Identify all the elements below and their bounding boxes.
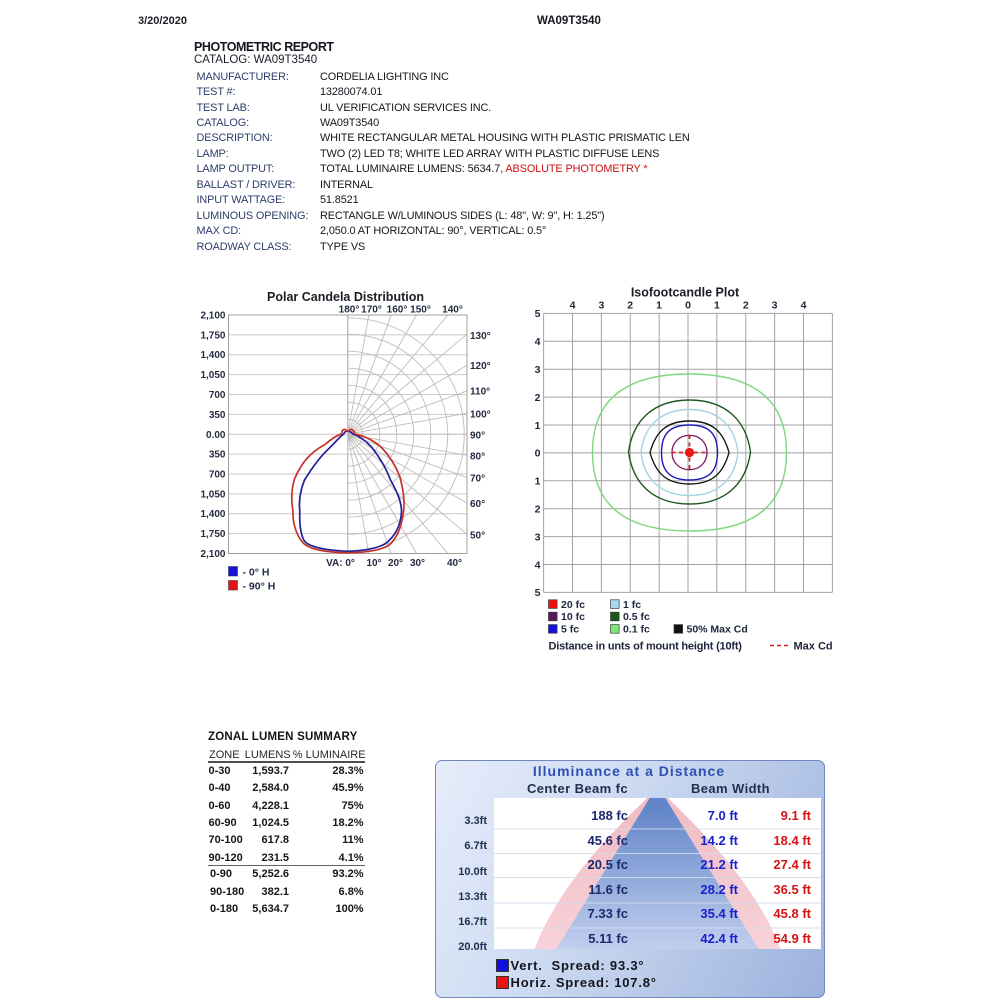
svg-text:170°: 170° [361,305,382,316]
svg-text:1: 1 [535,476,541,488]
svg-text:10 fc: 10 fc [561,611,585,623]
svg-text:5: 5 [535,308,541,320]
svg-text:1,050: 1,050 [200,489,225,500]
svg-text:1,750: 1,750 [200,529,225,540]
svg-text:5 fc: 5 fc [561,624,579,636]
svg-text:50°: 50° [470,531,485,542]
svg-text:350: 350 [209,450,226,461]
svg-text:0.00: 0.00 [206,430,226,441]
svg-text:70°: 70° [470,474,485,485]
svg-text:30°: 30° [410,558,425,569]
svg-text:700: 700 [209,470,226,481]
svg-text:140°: 140° [442,305,463,316]
svg-text:0.1 fc: 0.1 fc [623,624,650,636]
svg-text:20°: 20° [388,558,403,569]
svg-text:4: 4 [535,336,541,348]
svg-text:50% Max Cd: 50% Max Cd [687,624,748,636]
svg-text:3: 3 [598,300,604,312]
svg-text:80°: 80° [470,452,485,463]
svg-text:130°: 130° [470,331,491,342]
svg-text:3: 3 [772,300,778,312]
svg-text:110°: 110° [470,387,490,398]
svg-text:40°: 40° [447,558,462,569]
svg-text:1,400: 1,400 [200,350,225,361]
svg-text:3: 3 [535,531,541,543]
svg-text:2: 2 [743,300,749,312]
svg-text:100°: 100° [470,410,491,421]
svg-text:VA: 0°: VA: 0° [326,558,355,569]
svg-text:1,050: 1,050 [200,370,225,381]
svg-text:350: 350 [209,410,226,421]
svg-text:2: 2 [535,392,541,404]
svg-text:2: 2 [535,504,541,516]
svg-text:1: 1 [656,300,662,312]
svg-text:20 fc: 20 fc [561,599,585,611]
svg-text:1,400: 1,400 [200,509,225,520]
svg-text:- 0° H: - 0° H [243,567,270,579]
svg-text:180°: 180° [339,305,360,316]
svg-text:60°: 60° [470,499,485,510]
svg-text:700: 700 [209,390,226,401]
svg-text:160°: 160° [387,305,408,316]
svg-text:150°: 150° [410,305,431,316]
svg-text:1,750: 1,750 [200,330,225,341]
svg-text:1: 1 [535,420,541,432]
svg-text:Max Cd: Max Cd [794,641,833,653]
svg-text:3: 3 [535,364,541,376]
svg-text:2: 2 [627,300,633,312]
svg-text:5: 5 [535,587,541,599]
svg-text:2,100: 2,100 [200,549,225,560]
svg-text:10°: 10° [366,558,381,569]
svg-text:4: 4 [801,300,807,312]
svg-text:4: 4 [570,300,576,312]
svg-text:1 fc: 1 fc [623,599,641,611]
svg-text:- 90° H: - 90° H [243,581,276,593]
svg-text:90°: 90° [470,431,485,442]
svg-text:4: 4 [535,559,541,571]
svg-text:1: 1 [714,300,720,312]
svg-text:Isofootcandle Plot: Isofootcandle Plot [631,286,740,300]
svg-text:2,100: 2,100 [200,311,225,322]
svg-text:0.5 fc: 0.5 fc [623,611,650,623]
svg-text:0: 0 [685,300,691,312]
svg-text:120°: 120° [470,361,491,372]
svg-text:Polar Candela Distribution: Polar Candela Distribution [267,290,424,304]
svg-text:Distance in unts of mount heig: Distance in unts of mount height (10ft) [549,641,743,653]
svg-text:0: 0 [535,448,541,460]
